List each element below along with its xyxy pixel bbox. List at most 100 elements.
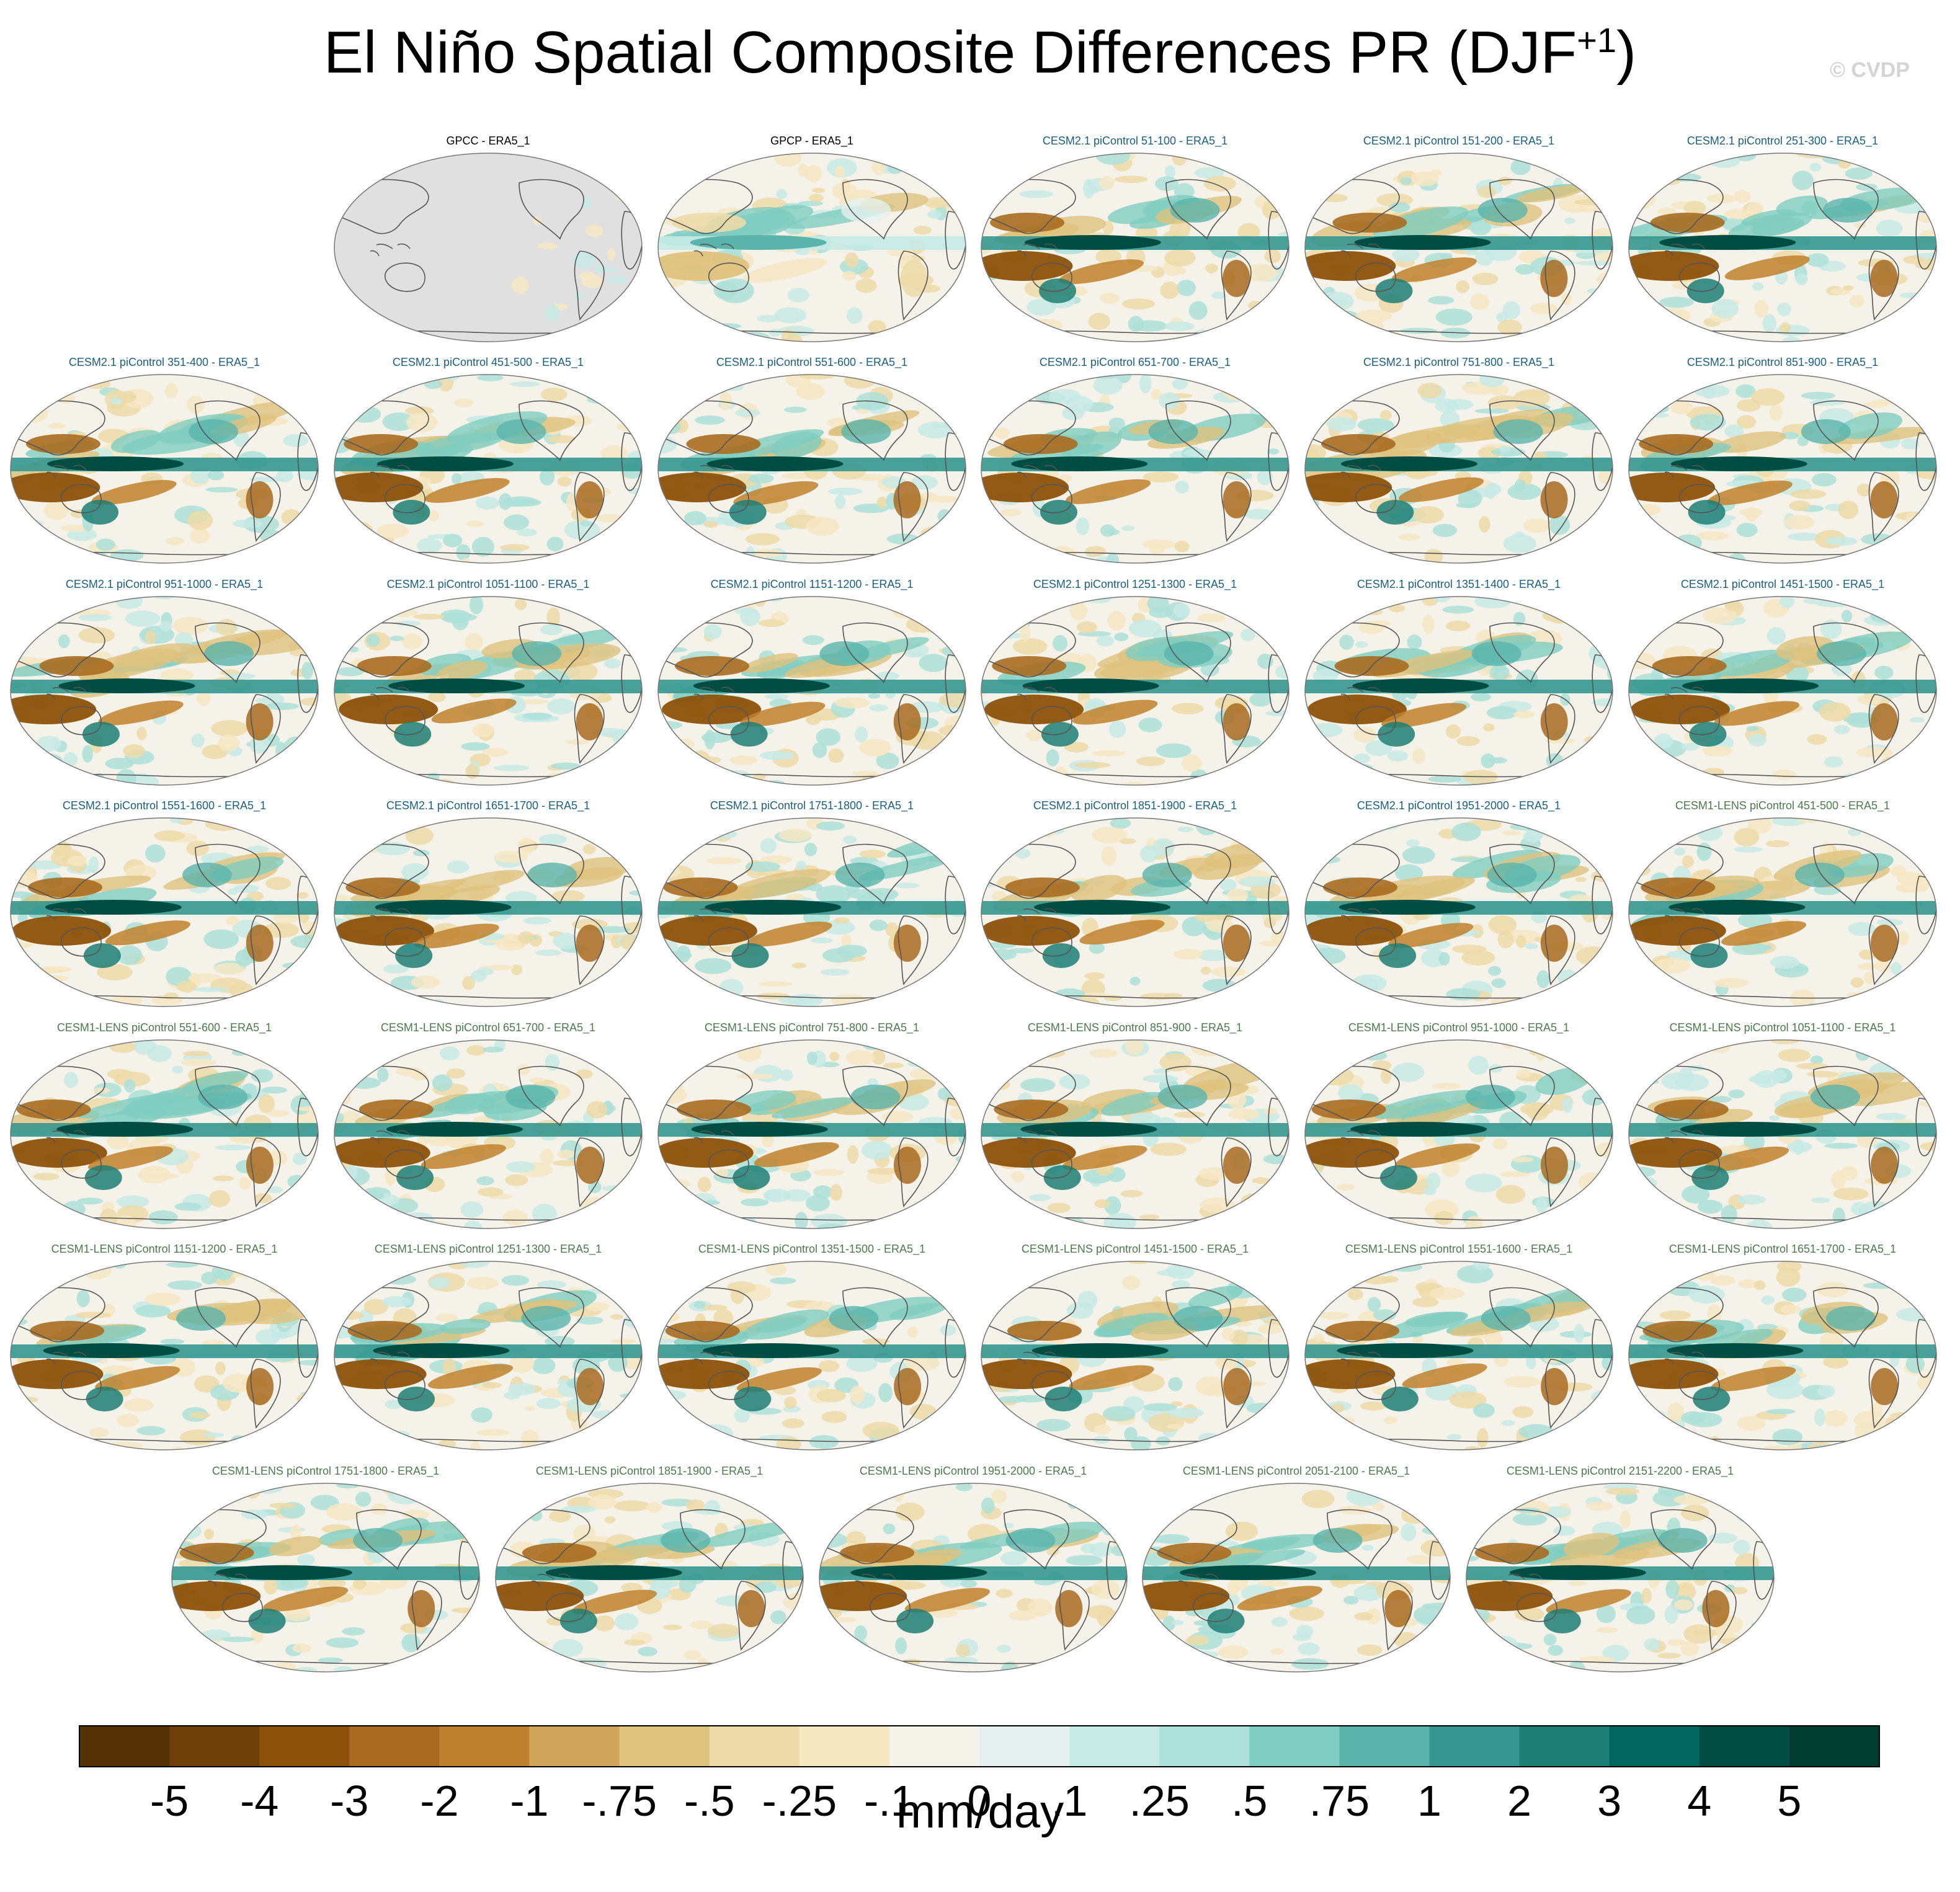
coastline-maritime <box>1340 908 1381 922</box>
anomaly-blob <box>1401 1506 1428 1524</box>
anomaly-blob <box>913 226 932 235</box>
coastline-north-america <box>195 400 261 461</box>
anomaly-blob <box>496 1491 525 1508</box>
anomaly-blob <box>1636 375 1670 392</box>
anomaly-blob <box>1156 743 1192 758</box>
anomaly-blob <box>77 1197 104 1205</box>
anomaly-blob <box>546 607 561 628</box>
anomaly-blob <box>1709 1042 1731 1054</box>
globe-outline <box>334 1039 643 1229</box>
coastline-north-america <box>1327 1509 1392 1570</box>
anomaly-blob <box>1374 779 1388 785</box>
anomaly-blob <box>1340 822 1373 828</box>
anomaly-blob <box>816 728 841 746</box>
anomaly-blob <box>1736 1194 1766 1205</box>
anomaly-blob <box>1355 825 1385 834</box>
equatorial-core <box>1668 900 1806 915</box>
colorbar-swatch <box>619 1726 710 1767</box>
anomaly-blob <box>1110 818 1131 829</box>
anomaly-blob <box>269 605 300 613</box>
anomaly-blob <box>858 637 929 658</box>
anomaly-blob <box>953 1067 964 1073</box>
anomaly-blob <box>27 1218 59 1228</box>
equatorial-core <box>56 1122 194 1137</box>
anomaly-blob <box>218 734 240 752</box>
anomaly-blob <box>566 493 577 512</box>
anomaly-blob <box>339 1268 365 1285</box>
anomaly-blob <box>1248 332 1280 340</box>
anomaly-blob <box>846 1355 878 1372</box>
anomaly-blob <box>586 1302 610 1312</box>
anomaly-blob <box>854 1625 867 1641</box>
dry-anomaly <box>431 698 517 724</box>
anomaly-blob <box>1084 972 1105 980</box>
coastline-north-america <box>519 843 584 905</box>
anomaly-blob <box>471 970 487 982</box>
anomaly-blob <box>615 1041 642 1050</box>
anomaly-blob <box>1352 818 1372 827</box>
anomaly-blob <box>1905 512 1919 525</box>
anomaly-blob <box>1059 1073 1090 1090</box>
colorbar-swatch <box>349 1726 440 1767</box>
anomaly-blob <box>764 694 789 700</box>
anomaly-blob <box>63 752 78 766</box>
dry-anomaly <box>737 1590 765 1627</box>
anomaly-blob <box>955 1155 966 1163</box>
coastline-asia <box>662 1065 753 1121</box>
anomaly-blob <box>1781 336 1802 342</box>
panel-title: CESM1-LENS piControl 651-700 - ERA5_1 <box>381 1021 595 1034</box>
anomaly-blob <box>395 621 421 626</box>
anomaly-blob <box>703 520 718 528</box>
anomaly-blob <box>540 388 568 401</box>
anomaly-blob <box>1778 1049 1811 1062</box>
anomaly-blob <box>1745 1219 1773 1228</box>
coastline-asia <box>1147 1509 1237 1565</box>
anomaly-blob <box>160 668 194 682</box>
anomaly-blob <box>1263 1154 1288 1165</box>
anomaly-blob <box>741 653 798 673</box>
anomaly-blob <box>723 153 741 161</box>
panel-title: CESM2.1 piControl 151-200 - ERA5_1 <box>1363 135 1554 148</box>
anomaly-blob <box>1579 1172 1606 1192</box>
anomaly-blob <box>1270 1040 1289 1042</box>
anomaly-blob <box>695 393 712 402</box>
anomaly-blob <box>1606 664 1613 681</box>
anomaly-blob <box>1825 536 1858 546</box>
anomaly-blob <box>376 1067 389 1083</box>
anomaly-blob <box>1257 468 1273 486</box>
anomaly-blob <box>581 1263 601 1272</box>
anomaly-blob <box>1897 998 1909 1006</box>
dry-anomaly <box>246 703 274 740</box>
anomaly-blob <box>805 1194 830 1212</box>
dry-anomaly <box>39 656 114 676</box>
anomaly-blob <box>1425 1382 1458 1401</box>
anomaly-blob <box>1680 1641 1699 1657</box>
coastline-asia <box>15 1287 105 1343</box>
anomaly-blob <box>482 1382 502 1388</box>
anomaly-blob <box>301 662 313 680</box>
anomaly-blob <box>1175 481 1190 494</box>
precip-anomaly-field <box>1629 1040 1936 1228</box>
map-panel: CESM1-LENS piControl 2051-2100 - ERA5_1 <box>1142 1465 1451 1672</box>
anomaly-blob <box>819 1519 847 1527</box>
panel-title: CESM1-LENS piControl 1651-1700 - ERA5_1 <box>1669 1243 1896 1256</box>
anomaly-blob <box>1592 962 1613 973</box>
anomaly-blob <box>334 998 366 1006</box>
anomaly-blob <box>205 487 238 493</box>
wet-anomaly <box>1816 641 1866 666</box>
anomaly-blob <box>914 822 949 833</box>
anomaly-blob <box>264 1577 278 1595</box>
anomaly-blob <box>1213 153 1232 161</box>
anomaly-blob <box>89 1428 109 1437</box>
anomaly-blob <box>1869 1264 1883 1276</box>
anomaly-blob <box>542 597 571 605</box>
anomaly-blob <box>1367 1297 1381 1312</box>
anomaly-blob <box>1841 610 1853 623</box>
wet-anomaly <box>733 1165 770 1190</box>
anomaly-blob <box>481 748 509 757</box>
wet-anomaly <box>1164 641 1214 666</box>
anomaly-blob <box>1629 863 1651 877</box>
anomaly-blob <box>1735 1505 1758 1522</box>
anomaly-blob <box>1153 1499 1167 1512</box>
anomaly-blob <box>1271 182 1289 200</box>
